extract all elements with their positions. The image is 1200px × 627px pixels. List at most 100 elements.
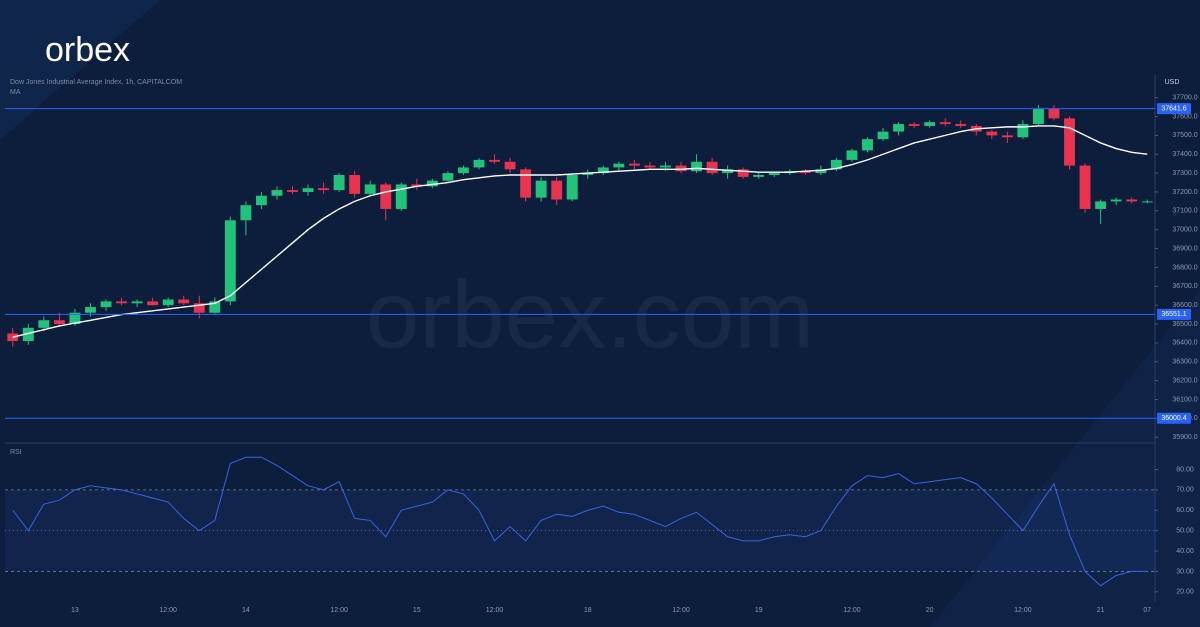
ma-line: [12, 125, 1148, 338]
y-tick-label: 80.00: [1176, 466, 1194, 473]
x-tick-label: 12:00: [486, 607, 504, 614]
candle-body: [333, 174, 345, 191]
candle-body: [1126, 199, 1138, 202]
candle-body: [1048, 108, 1060, 119]
rsi-band: [5, 489, 1155, 572]
candle-body: [1110, 199, 1122, 202]
candle-body: [224, 220, 236, 302]
y-tick-label: 37400.0: [1172, 151, 1197, 158]
y-tick-label: 60.00: [1176, 507, 1194, 514]
y-tick-label: 70.00: [1176, 487, 1194, 494]
y-tick-label: 35900.0: [1172, 434, 1197, 441]
y-tick-label: 36600.0: [1172, 302, 1197, 309]
candle-body: [582, 173, 594, 175]
candle-body: [551, 180, 563, 200]
candle-body: [660, 165, 671, 168]
candle-body: [193, 303, 205, 313]
x-tick-label: 12:00: [330, 607, 348, 614]
candle-body: [675, 165, 687, 172]
level-label: 37641.6: [1161, 106, 1186, 113]
candle-body: [380, 184, 392, 209]
y-tick-label: 36100.0: [1172, 396, 1197, 403]
level-label: 36000.4: [1161, 415, 1186, 422]
x-tick-label: 15: [413, 607, 421, 614]
rsi-legend: RSI: [10, 449, 22, 456]
candle-body: [38, 320, 50, 328]
candle-body: [364, 184, 376, 194]
candle-body: [473, 159, 485, 168]
candle-body: [1079, 165, 1091, 209]
x-tick-label: 21: [1097, 607, 1105, 614]
candle-body: [116, 301, 127, 304]
candle-body: [53, 320, 65, 325]
x-tick-label: 13: [71, 607, 79, 614]
y-tick-label: 37500.0: [1172, 132, 1197, 139]
y-tick-label: 50.00: [1176, 527, 1194, 534]
x-tick-label: 19: [755, 607, 763, 614]
candle-body: [722, 169, 734, 174]
candle-body: [830, 159, 842, 170]
candle-body: [178, 299, 190, 304]
candle-body: [147, 301, 159, 306]
x-tick-label: 12:00: [843, 607, 861, 614]
candle-body: [426, 180, 438, 187]
candle-body: [535, 180, 547, 198]
x-tick-label: 20: [926, 607, 934, 614]
candle-body: [489, 159, 500, 162]
level-tag: [1157, 103, 1191, 115]
candle-body: [271, 190, 283, 196]
rsi-line: [12, 456, 1148, 587]
candle-body: [302, 188, 314, 192]
candle-body: [768, 173, 780, 175]
candle-body: [908, 124, 920, 126]
candle-body: [597, 167, 609, 174]
candle-body: [1141, 201, 1153, 203]
ma-legend: MA: [10, 89, 21, 96]
candle-body: [100, 301, 112, 308]
logo: orbex: [45, 31, 130, 69]
candle-body: [753, 174, 765, 177]
x-tick-label: 12:00: [159, 607, 177, 614]
candle-body: [395, 184, 407, 209]
currency: USD: [1165, 79, 1180, 86]
candle-body: [504, 161, 516, 170]
y-tick-label: 37200.0: [1172, 189, 1197, 196]
candle-body: [69, 312, 81, 325]
y-tick-label: 36400.0: [1172, 340, 1197, 347]
y-tick-label: 40.00: [1176, 548, 1194, 555]
y-tick-label: 36500.0: [1172, 321, 1197, 328]
x-tick-label: 07: [1143, 607, 1151, 614]
candle-body: [613, 163, 625, 168]
candle-body: [862, 139, 873, 151]
y-tick-label: 37600.0: [1172, 113, 1197, 120]
candle-body: [846, 150, 858, 160]
candle-body: [255, 195, 267, 206]
candle-body: [737, 169, 749, 177]
candle-body: [85, 307, 96, 313]
candle-body: [706, 161, 718, 174]
candle-body: [442, 173, 454, 181]
y-tick-label: 36700.0: [1172, 283, 1197, 290]
y-tick-label: 37100.0: [1172, 208, 1197, 215]
y-tick-label: 36800.0: [1172, 264, 1197, 271]
candle-body: [939, 122, 951, 125]
candle-body: [955, 124, 967, 126]
candle-body: [799, 171, 811, 174]
y-tick-label: 36200.0: [1172, 377, 1197, 384]
y-tick-label: 37300.0: [1172, 170, 1197, 177]
candle-body: [7, 333, 19, 342]
y-tick-label: 36900.0: [1172, 245, 1197, 252]
candle-body: [815, 169, 827, 174]
level-tag: [1157, 412, 1191, 424]
decor: [0, 0, 160, 140]
candle-body: [644, 165, 656, 168]
y-tick-label: 37000.0: [1172, 227, 1197, 234]
candle-body: [131, 301, 143, 304]
candle-body: [22, 327, 34, 342]
x-tick-label: 12:00: [672, 607, 690, 614]
candle-body: [520, 169, 532, 198]
x-tick-label: 12:00: [1014, 607, 1032, 614]
candle-body: [287, 190, 298, 192]
